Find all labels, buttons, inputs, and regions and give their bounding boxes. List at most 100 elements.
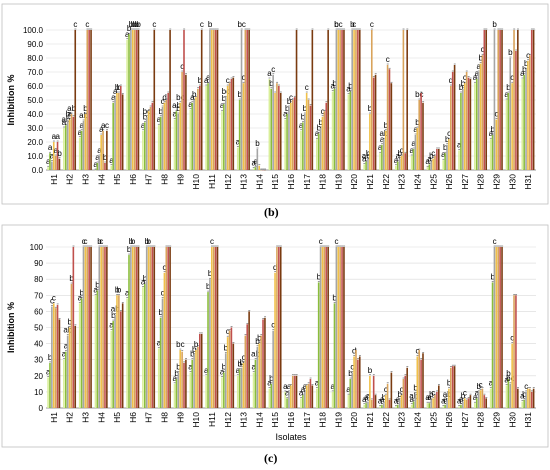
panel-b-bar xyxy=(74,30,76,170)
panel-b-bar xyxy=(237,148,239,170)
panel-c-bar xyxy=(513,295,515,408)
panel-c-x-axis-title: Isolates xyxy=(275,432,307,442)
panel-c-category-label: H6 xyxy=(128,412,138,423)
panel-c-bar xyxy=(454,366,456,408)
panel-c-bar xyxy=(429,403,431,408)
panel-b-category-label: H3 xyxy=(81,174,91,185)
panel-c-bar xyxy=(142,287,144,408)
panel-b-bar xyxy=(339,30,341,170)
panel-b-category-label: H5 xyxy=(112,174,122,185)
panel-b-bar xyxy=(100,135,102,170)
panel-b-bar xyxy=(51,162,53,170)
panel-c-bar xyxy=(385,395,387,408)
panel-c-bar xyxy=(104,247,106,408)
panel-c-bar xyxy=(417,356,419,408)
panel-b-bar xyxy=(484,30,486,170)
panel-c-bar xyxy=(413,402,415,408)
panel-c-bar xyxy=(322,247,324,408)
panel-c-bar xyxy=(404,376,406,408)
panel-c-bar xyxy=(365,403,367,408)
panel-c-bar xyxy=(492,282,494,408)
panel-c-bar xyxy=(90,247,92,408)
panel-b-bar xyxy=(185,75,187,170)
panel-b-category-label: H17 xyxy=(302,174,312,190)
panel-b-y-tick-label: 10.0 xyxy=(27,152,43,161)
panel-b-significance-letter: c xyxy=(105,121,109,130)
panel-c-bar xyxy=(165,247,167,408)
panel-c-bar xyxy=(464,398,466,408)
panel-c-bar xyxy=(49,363,51,408)
panel-c-bar xyxy=(381,405,383,408)
panel-b-bar xyxy=(413,149,415,170)
panel-b-bar xyxy=(367,159,369,170)
panel-c-bar xyxy=(276,247,278,408)
panel-b-bar xyxy=(217,30,219,170)
panel-b-bar xyxy=(304,114,306,170)
panel-c-bar xyxy=(110,331,112,408)
panel-c-bar xyxy=(248,311,250,408)
panel-c-bar xyxy=(136,247,138,408)
panel-b-y-tick-label: 30.0 xyxy=(27,124,43,133)
panel-c-bar xyxy=(100,247,102,408)
panel-c-y-tick-label: 70 xyxy=(34,291,43,300)
panel-b-bar xyxy=(336,30,338,170)
panel-c-bar xyxy=(485,398,487,408)
panel-b-category-label: H12 xyxy=(223,174,233,190)
panel-c-bar xyxy=(134,247,136,408)
panel-b-bar xyxy=(239,100,241,170)
panel-b-bar xyxy=(308,100,310,170)
panel-b-significance-letter: b xyxy=(255,139,260,148)
panel-c-category-label: H23 xyxy=(397,412,407,428)
panel-b-bar xyxy=(126,40,128,170)
panel-b-bar xyxy=(142,131,144,170)
panel-b-bar xyxy=(209,30,211,170)
panel-c-bar xyxy=(63,360,65,408)
panel-c-bar xyxy=(118,295,120,408)
panel-c-bar xyxy=(223,373,225,408)
panel-c-bar xyxy=(153,247,155,408)
panel-c-significance-letter: c xyxy=(335,237,339,246)
panel-b-bar xyxy=(417,128,419,170)
panel-b-bar xyxy=(306,93,308,170)
panel-c-bar xyxy=(262,319,264,408)
panel-c-bar xyxy=(480,390,482,408)
panel-b-bar xyxy=(138,30,140,170)
panel-b-significance-letter: c xyxy=(386,55,390,64)
panel-b-category-label: H11 xyxy=(207,174,217,189)
panel-b-category-label: H2 xyxy=(65,174,75,185)
panel-c-bar xyxy=(300,398,302,408)
panel-b-y-tick-label: 70.0 xyxy=(27,68,43,77)
panel-b-bar xyxy=(199,86,201,170)
panel-b-bar xyxy=(153,30,155,170)
panel-b-bar xyxy=(290,103,292,170)
panel-c-significance-letter: c xyxy=(52,293,56,302)
panel-b-bar xyxy=(106,131,108,170)
panel-c-category-label: H4 xyxy=(96,412,106,423)
panel-c-significance-letter: b xyxy=(131,237,136,246)
panel-c-category-label: H15 xyxy=(270,412,280,428)
panel-b-bar xyxy=(136,30,138,170)
panel-b-bar xyxy=(399,159,401,170)
panel-c-bar xyxy=(499,247,501,408)
panel-c-bar xyxy=(521,402,523,408)
panel-c-bar xyxy=(438,385,440,408)
panel-c-category-label: H30 xyxy=(507,412,517,428)
panel-b-bar xyxy=(231,79,233,170)
panel-b-bar xyxy=(221,111,223,170)
panel-c-significance-letter: c xyxy=(210,237,214,246)
panel-b-y-tick-label: 40.0 xyxy=(27,110,43,119)
panel-b-bar xyxy=(130,30,132,170)
panel-b-bar xyxy=(292,100,294,170)
panel-c-bar xyxy=(146,247,148,408)
panel-b-bar xyxy=(353,30,355,170)
panel-b-category-label: H9 xyxy=(175,174,185,185)
panel-c-bar xyxy=(406,368,408,408)
panel-c-category-label: H10 xyxy=(191,412,201,428)
panel-c-bar xyxy=(288,392,290,408)
panel-c-bar xyxy=(466,400,468,408)
panel-b-significance-letter: c xyxy=(200,20,204,29)
panel-c-bar xyxy=(55,308,57,408)
panel-c-bar xyxy=(296,376,298,408)
panel-b-bar xyxy=(190,110,192,170)
panel-b-bar xyxy=(165,100,167,170)
